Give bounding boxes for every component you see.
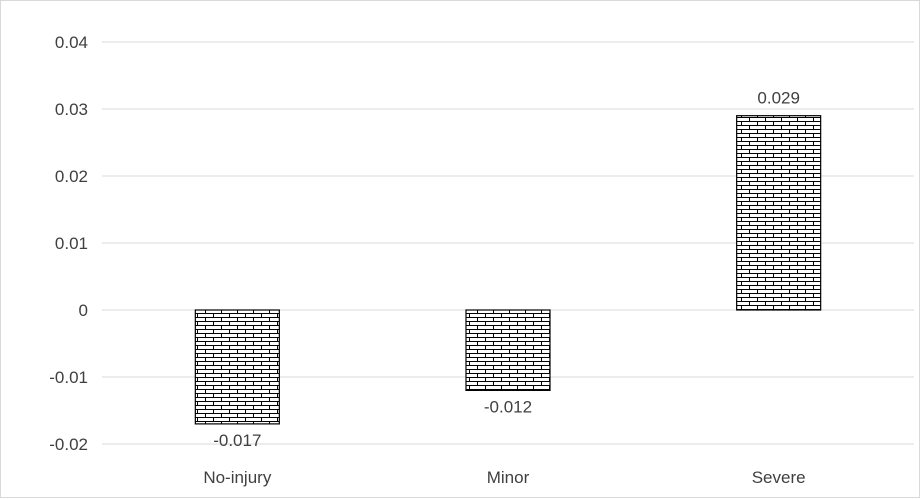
data-label: 0.029 <box>757 89 800 108</box>
y-tick-label: -0.01 <box>49 368 88 387</box>
y-tick-label: 0 <box>79 301 88 320</box>
y-tick-label: 0.02 <box>55 167 88 186</box>
x-tick-label: Minor <box>487 468 530 487</box>
y-tick-label: 0.03 <box>55 100 88 119</box>
x-tick-label: No-injury <box>203 468 272 487</box>
x-tick-label: Severe <box>752 468 806 487</box>
y-axis: 0.04 0.03 0.02 0.01 0 -0.01 -0.02 <box>49 33 88 454</box>
bar-severe <box>736 115 822 311</box>
data-labels: -0.017 -0.012 0.029 <box>213 89 800 450</box>
bar-no-injury <box>194 309 280 425</box>
bar-minor <box>465 309 551 392</box>
y-tick-label: 0.04 <box>55 33 88 52</box>
data-label: -0.012 <box>484 397 532 416</box>
y-tick-label: -0.02 <box>49 435 88 454</box>
y-tick-label: 0.01 <box>55 234 88 253</box>
data-label: -0.017 <box>213 431 261 450</box>
bars <box>194 115 822 425</box>
x-axis: No-injury Minor Severe <box>203 468 805 487</box>
